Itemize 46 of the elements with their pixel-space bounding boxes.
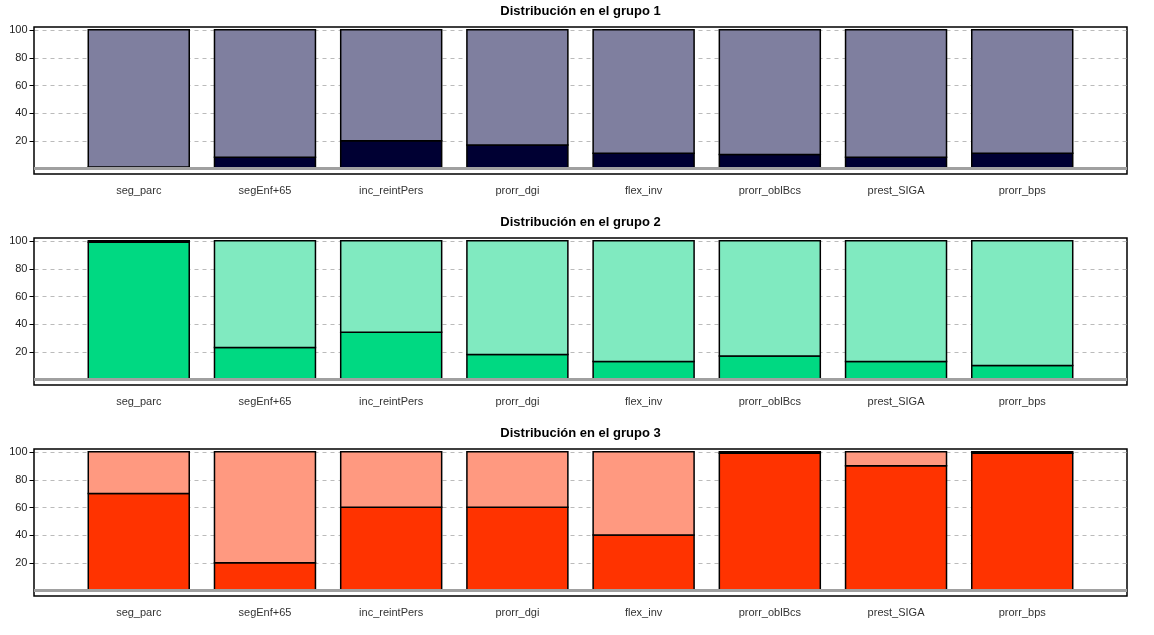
bar: [971, 452, 1074, 592]
y-tick-label: 40: [15, 317, 28, 330]
chart-title: Distribución en el grupo 2: [500, 213, 661, 229]
x-tick-label: segEnf+65: [238, 394, 292, 407]
x-tick-label: prorr_dgi: [495, 605, 540, 618]
y-tick-label: 20: [15, 345, 28, 358]
x-tick-label: inc_reintPers: [359, 605, 424, 618]
y-tick-label: 40: [15, 528, 28, 541]
x-tick-label: prorr_bps: [998, 605, 1047, 618]
x-tick-label: flex_inv: [624, 394, 663, 407]
y-tick-label: 20: [15, 556, 28, 569]
y-tick-label: 80: [15, 473, 28, 486]
x-tick-label: prorr_dgi: [495, 394, 540, 407]
y-tick-label: 60: [15, 500, 28, 513]
x-tick-label: inc_reintPers: [359, 183, 424, 196]
y-tick-label: 80: [15, 262, 28, 275]
y-tick-label: 20: [15, 134, 28, 147]
x-tick-label: seg_parc: [116, 394, 162, 407]
bar: [87, 29, 190, 168]
x-tick-label: prorr_bps: [998, 183, 1047, 196]
x-tick-label: prorr_dgi: [495, 183, 540, 196]
x-tick-label: prorr_oblBcs: [738, 394, 802, 407]
chart-title: Distribución en el grupo 3: [500, 424, 661, 440]
x-tick-label: prest_SIGA: [867, 605, 926, 618]
bar: [87, 241, 190, 381]
x-tick-label: seg_parc: [116, 183, 162, 196]
y-tick-label: 100: [9, 23, 28, 36]
x-tick-label: segEnf+65: [238, 605, 292, 618]
y-tick-label: 60: [15, 78, 28, 91]
chart-title: Distribución en el grupo 1: [500, 2, 661, 18]
x-tick-label: prest_SIGA: [867, 183, 926, 196]
x-tick-label: seg_parc: [116, 605, 162, 618]
x-tick-label: prorr_oblBcs: [738, 183, 802, 196]
x-tick-label: prorr_oblBcs: [738, 605, 802, 618]
bar: [718, 452, 822, 592]
y-tick-label: 60: [15, 289, 28, 302]
y-tick-label: 100: [9, 234, 28, 247]
y-tick-label: 80: [15, 51, 28, 64]
x-tick-label: inc_reintPers: [359, 394, 424, 407]
x-tick-label: prorr_bps: [998, 394, 1047, 407]
y-tick-label: 40: [15, 106, 28, 119]
x-tick-label: flex_inv: [624, 183, 663, 196]
x-tick-label: flex_inv: [624, 605, 663, 618]
y-tick-label: 100: [9, 445, 28, 458]
x-tick-label: prest_SIGA: [867, 394, 926, 407]
x-tick-label: segEnf+65: [238, 183, 292, 196]
